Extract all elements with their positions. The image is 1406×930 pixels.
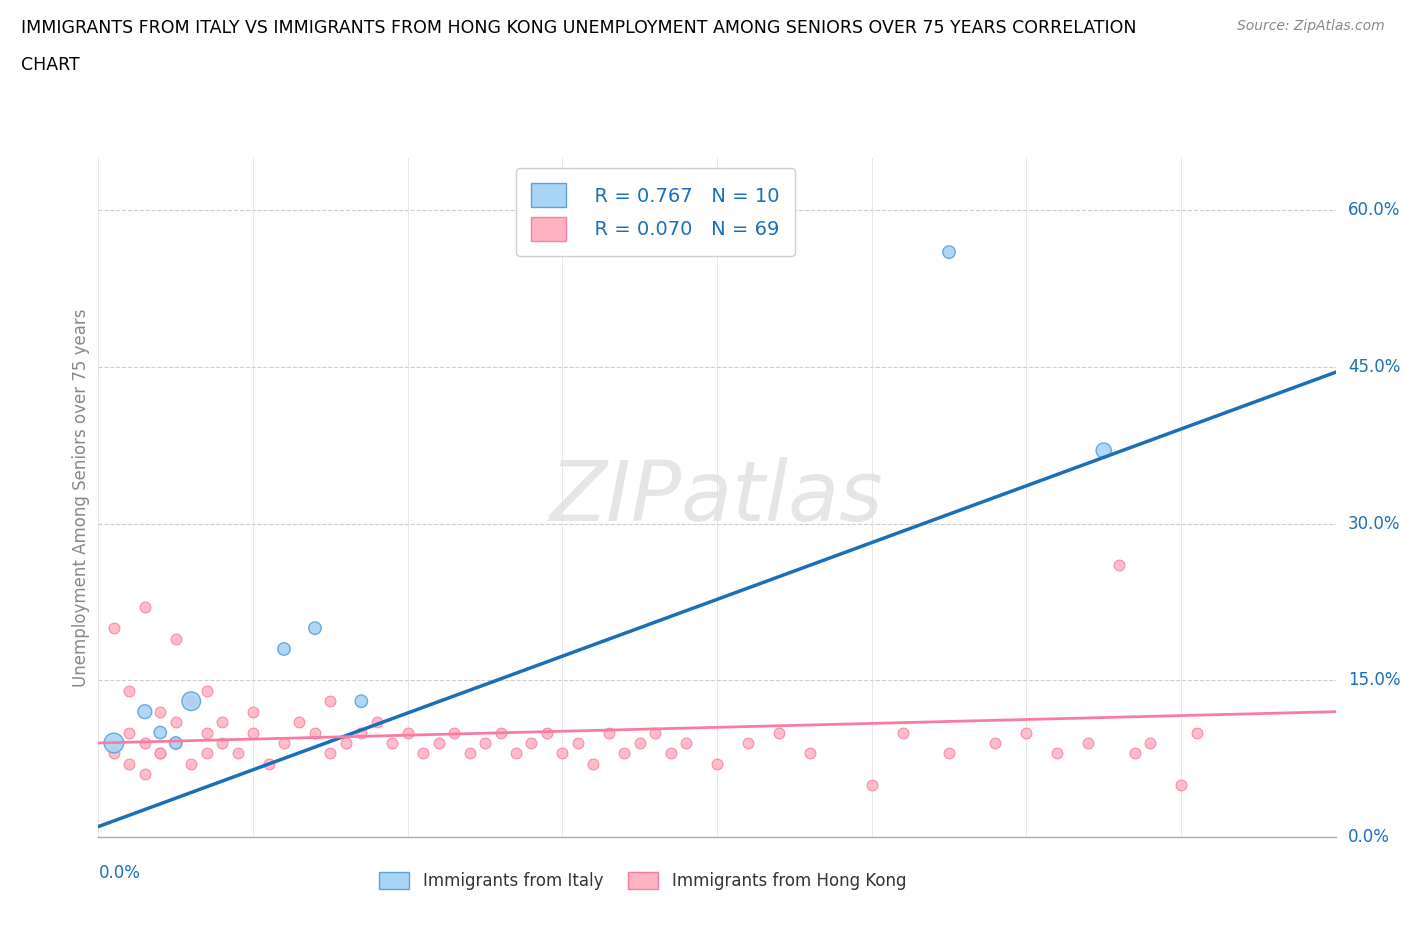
Point	[1123, 746, 1146, 761]
Point	[1185, 725, 1208, 740]
Point	[659, 746, 682, 761]
Text: CHART: CHART	[21, 56, 80, 73]
Point	[984, 736, 1007, 751]
Point	[582, 756, 605, 771]
Point	[149, 725, 172, 740]
Text: ZIPatlas: ZIPatlas	[550, 457, 884, 538]
Point	[551, 746, 574, 761]
Point	[396, 725, 419, 740]
Point	[257, 756, 280, 771]
Point	[598, 725, 620, 740]
Point	[273, 642, 295, 657]
Point	[427, 736, 450, 751]
Point	[319, 746, 342, 761]
Point	[412, 746, 434, 761]
Point	[134, 600, 156, 615]
Point	[938, 245, 960, 259]
Point	[149, 746, 172, 761]
Text: 30.0%: 30.0%	[1348, 514, 1400, 533]
Point	[628, 736, 651, 751]
Point	[505, 746, 527, 761]
Point	[180, 694, 202, 709]
Point	[737, 736, 759, 751]
Point	[1108, 558, 1130, 573]
Point	[443, 725, 465, 740]
Point	[675, 736, 697, 751]
Point	[891, 725, 914, 740]
Point	[304, 620, 326, 635]
Point	[118, 756, 141, 771]
Point	[1139, 736, 1161, 751]
Y-axis label: Unemployment Among Seniors over 75 years: Unemployment Among Seniors over 75 years	[72, 309, 90, 686]
Point	[195, 725, 218, 740]
Point	[149, 704, 172, 719]
Text: 45.0%: 45.0%	[1348, 358, 1400, 376]
Point	[1077, 736, 1099, 751]
Point	[165, 736, 187, 751]
Point	[211, 714, 233, 729]
Point	[567, 736, 589, 751]
Point	[860, 777, 883, 792]
Point	[180, 694, 202, 709]
Point	[613, 746, 636, 761]
Point	[319, 694, 342, 709]
Point	[489, 725, 512, 740]
Point	[350, 694, 373, 709]
Point	[226, 746, 249, 761]
Point	[165, 631, 187, 646]
Point	[1015, 725, 1038, 740]
Point	[520, 736, 543, 751]
Point	[103, 746, 125, 761]
Point	[103, 620, 125, 635]
Point	[350, 725, 373, 740]
Point	[938, 746, 960, 761]
Point	[366, 714, 388, 729]
Point	[134, 767, 156, 782]
Point	[381, 736, 404, 751]
Point	[304, 725, 326, 740]
Point	[118, 725, 141, 740]
Point	[211, 736, 233, 751]
Point	[335, 736, 357, 751]
Point	[195, 684, 218, 698]
Point	[799, 746, 821, 761]
Point	[195, 746, 218, 761]
Point	[1170, 777, 1192, 792]
Legend: Immigrants from Italy, Immigrants from Hong Kong: Immigrants from Italy, Immigrants from H…	[373, 865, 912, 897]
Point	[134, 736, 156, 751]
Point	[134, 704, 156, 719]
Point	[706, 756, 728, 771]
Text: 60.0%: 60.0%	[1348, 201, 1400, 219]
Point	[149, 746, 172, 761]
Text: 15.0%: 15.0%	[1348, 671, 1400, 689]
Point	[536, 725, 558, 740]
Text: Source: ZipAtlas.com: Source: ZipAtlas.com	[1237, 19, 1385, 33]
Point	[644, 725, 666, 740]
Point	[273, 736, 295, 751]
Point	[768, 725, 790, 740]
Point	[242, 725, 264, 740]
Point	[288, 714, 311, 729]
Point	[103, 736, 125, 751]
Text: 0.0%: 0.0%	[98, 864, 141, 883]
Point	[1092, 443, 1115, 458]
Point	[180, 756, 202, 771]
Point	[1046, 746, 1069, 761]
Point	[165, 736, 187, 751]
Point	[165, 714, 187, 729]
Point	[474, 736, 496, 751]
Point	[242, 704, 264, 719]
Text: 0.0%: 0.0%	[1348, 828, 1391, 846]
Point	[458, 746, 481, 761]
Point	[118, 684, 141, 698]
Text: IMMIGRANTS FROM ITALY VS IMMIGRANTS FROM HONG KONG UNEMPLOYMENT AMONG SENIORS OV: IMMIGRANTS FROM ITALY VS IMMIGRANTS FROM…	[21, 19, 1136, 36]
